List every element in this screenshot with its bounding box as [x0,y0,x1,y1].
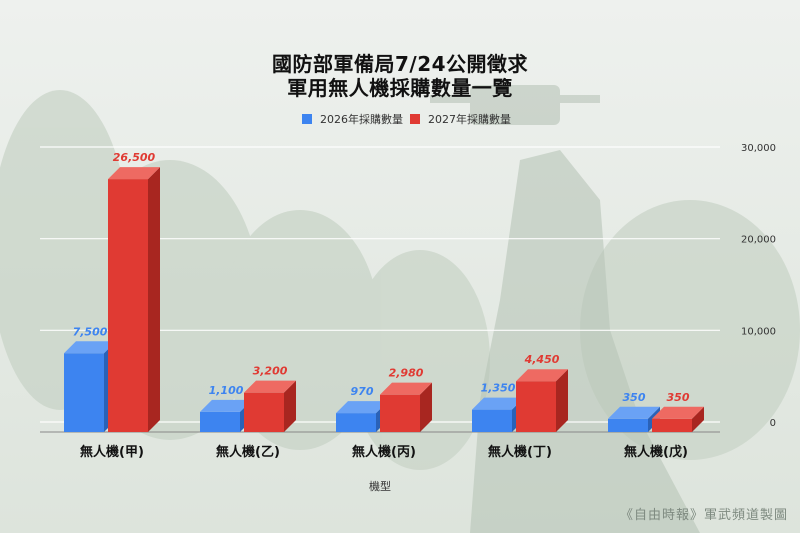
data-label: 350 [667,391,690,404]
data-label: 1,100 [209,384,244,397]
bar-top [652,406,704,419]
bar [608,418,648,432]
data-label: 350 [623,391,646,404]
chart-title-line2: 軍用無人機採購數量一覽 [287,76,513,100]
bar [472,409,512,432]
legend-label-series1: 2026年採購數量 [320,113,403,126]
bar [516,381,556,432]
legend-item-series1: 2026年採購數量 [302,111,403,127]
data-label: 7,500 [73,325,108,338]
bar-side [148,167,160,433]
x-tick-label: 無人機(戊) [624,444,688,460]
data-label: 1,350 [481,382,516,395]
bar-top [472,397,524,410]
legend-item-series2: 2027年採購數量 [410,111,511,127]
legend-label-series2: 2027年採購數量 [428,113,511,126]
y-tick-label: 30,000 [741,143,776,154]
x-tick-label: 無人機(丙) [352,444,416,460]
bar [200,411,240,432]
bar-side [284,380,296,432]
bar [244,392,284,432]
data-label: 4,450 [524,353,560,366]
legend-swatch-series2 [410,114,420,124]
bar-side [692,406,704,432]
x-axis-label: 機型 [369,479,391,493]
credit-text: 《自由時報》軍武頻道製圖 [619,508,788,523]
bar-top [336,401,388,414]
y-tick-label: 10,000 [741,326,776,337]
bar [64,353,104,432]
bar [336,413,376,432]
bar-top [200,399,252,412]
bar [108,179,148,432]
bar-top [244,380,296,393]
x-tick-label: 無人機(丁) [488,444,552,460]
bar-top [516,369,568,382]
bar-top [108,167,160,180]
y-tick-label: 20,000 [741,235,776,246]
bar [652,418,692,432]
data-label: 2,980 [389,367,424,380]
data-label: 3,200 [253,365,288,378]
x-tick-label: 無人機(乙) [216,444,280,460]
bar-side [556,369,568,432]
bar-top [608,406,660,419]
legend-swatch-series1 [302,114,312,124]
bar-side [420,382,432,432]
chart-title-line1: 國防部軍備局7/24公開徵求 [271,52,529,76]
bar-top [380,382,432,395]
x-tick-label: 無人機(甲) [80,444,144,460]
data-label: 970 [351,385,374,398]
bar [380,394,420,432]
data-label: 26,500 [113,151,156,164]
bar-top [64,341,116,354]
y-tick-label: 0 [770,418,776,429]
